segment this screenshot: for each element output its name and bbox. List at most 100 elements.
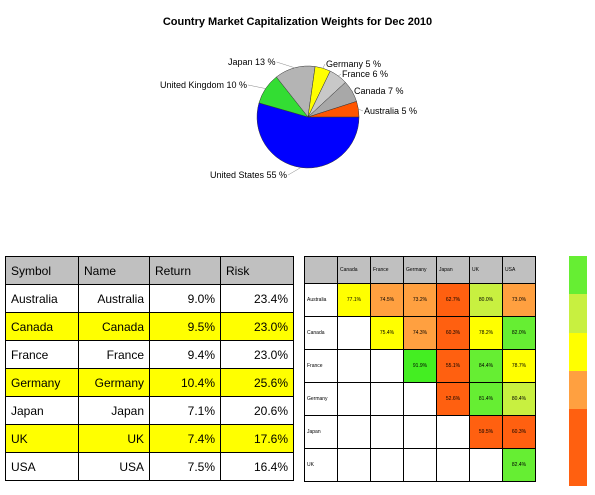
cell-name: Japan [79,397,150,425]
cell-return: 10.4% [150,369,221,397]
scale-swatch [569,371,587,409]
table-row: USA USA 7.5% 16.4% [6,453,294,481]
matrix-row-header: France [305,350,338,383]
cell-return: 7.4% [150,425,221,453]
cell-name: Australia [79,285,150,313]
color-scale-bar [569,256,587,486]
pie-leader-line [323,64,325,68]
table-row: Australia Australia 9.0% 23.4% [6,285,294,313]
chart-title: Country Market Capitalization Weights fo… [0,16,595,28]
correlation-cell: 73.0% [503,284,536,317]
cell-symbol: Germany [6,369,79,397]
correlation-cell: 52.6% [437,383,470,416]
cell-name: Canada [79,313,150,341]
correlation-cell: 74.5% [371,284,404,317]
matrix-row: Japan 59.5% 60.3% [305,416,536,449]
matrix-column-header: UK [470,257,503,284]
cell-symbol: UK [6,425,79,453]
correlation-cell: 60.3% [503,416,536,449]
scale-swatch [569,256,587,294]
correlation-cell: 78.2% [470,317,503,350]
cell-risk: 25.6% [221,369,294,397]
pie-chart: United States 55 % United Kingdom 10 % Jap… [150,34,450,194]
matrix-row: UK 82.4% [305,449,536,482]
pie-leader-line [338,74,341,76]
pie-slice-label: Canada 7 % [354,86,404,96]
column-header: Return [150,257,221,285]
column-header: Name [79,257,150,285]
correlation-cell: 80.0% [470,284,503,317]
cell-risk: 23.0% [221,313,294,341]
correlation-cell: 59.5% [470,416,503,449]
matrix-row: Germany 52.6% 81.4% 80.4% [305,383,536,416]
matrix-row: Canada 75.4% 74.3% 60.3% 78.2% 82.0% [305,317,536,350]
correlation-matrix: Canada France Germany Japan UK USA Australia 7… [304,256,536,482]
matrix-row-header: Canada [305,317,338,350]
cell-return: 9.0% [150,285,221,313]
cell-symbol: Japan [6,397,79,425]
pie-slice-label: United States 55 % [210,170,287,180]
column-header: Symbol [6,257,79,285]
table-row: Canada Canada 9.5% 23.0% [6,313,294,341]
matrix-column-header: Japan [437,257,470,284]
correlation-cell: 55.1% [437,350,470,383]
table-row: Japan Japan 7.1% 20.6% [6,397,294,425]
correlation-cell: 81.4% [470,383,503,416]
cell-return: 9.5% [150,313,221,341]
correlation-cell: 74.3% [404,317,437,350]
correlation-cell: 77.1% [338,284,371,317]
pie-slice-label: France 6 % [342,69,388,79]
correlation-cell: 91.9% [404,350,437,383]
correlation-cell: 75.4% [371,317,404,350]
cell-risk: 17.6% [221,425,294,453]
correlation-cell [338,317,371,350]
correlation-cell: 84.4% [470,350,503,383]
pie-leader-line [288,168,301,175]
matrix-corner [305,257,338,284]
matrix-column-header: Germany [404,257,437,284]
correlation-cell [338,416,371,449]
cell-symbol: Canada [6,313,79,341]
pie-slice-label: Australia 5 % [364,106,417,116]
correlation-cell [371,350,404,383]
risk-return-table: Symbol Name Return Risk Australia Australia 9… [5,256,294,481]
pie-slice-label: United Kingdom 10 % [160,80,247,90]
correlation-cell [371,449,404,482]
correlation-cell [371,383,404,416]
cell-symbol: France [6,341,79,369]
cell-return: 7.1% [150,397,221,425]
correlation-header: Canada France Germany Japan UK USA [305,257,536,284]
matrix-row: France 91.9% 55.1% 84.4% 78.7% [305,350,536,383]
matrix-column-header: USA [503,257,536,284]
correlation-cell [338,449,371,482]
cell-name: France [79,341,150,369]
pie-leader-line [277,62,295,68]
column-header: Risk [221,257,294,285]
correlation-cell [338,383,371,416]
correlation-cell [338,350,371,383]
correlation-cell [404,449,437,482]
table-row: UK UK 7.4% 17.6% [6,425,294,453]
correlation-cell: 82.4% [503,449,536,482]
cell-symbol: Australia [6,285,79,313]
pie-slice-label: Japan 13 % [228,57,276,67]
cell-name: UK [79,425,150,453]
pie-leader-line [248,85,266,89]
matrix-row-header: Germany [305,383,338,416]
cell-symbol: USA [6,453,79,481]
correlation-cell [437,416,470,449]
cell-return: 7.5% [150,453,221,481]
correlation-cell [470,449,503,482]
table-row: France France 9.4% 23.0% [6,341,294,369]
cell-risk: 23.0% [221,341,294,369]
pie-leader-line [358,109,363,111]
matrix-column-header: Canada [338,257,371,284]
cell-risk: 23.4% [221,285,294,313]
matrix-column-header: France [371,257,404,284]
matrix-row-header: Australia [305,284,338,317]
scale-swatch [569,294,587,332]
matrix-row-header: UK [305,449,338,482]
correlation-cell: 78.7% [503,350,536,383]
pie-slice-label: Germany 5 % [326,59,381,69]
correlation-cell [404,416,437,449]
